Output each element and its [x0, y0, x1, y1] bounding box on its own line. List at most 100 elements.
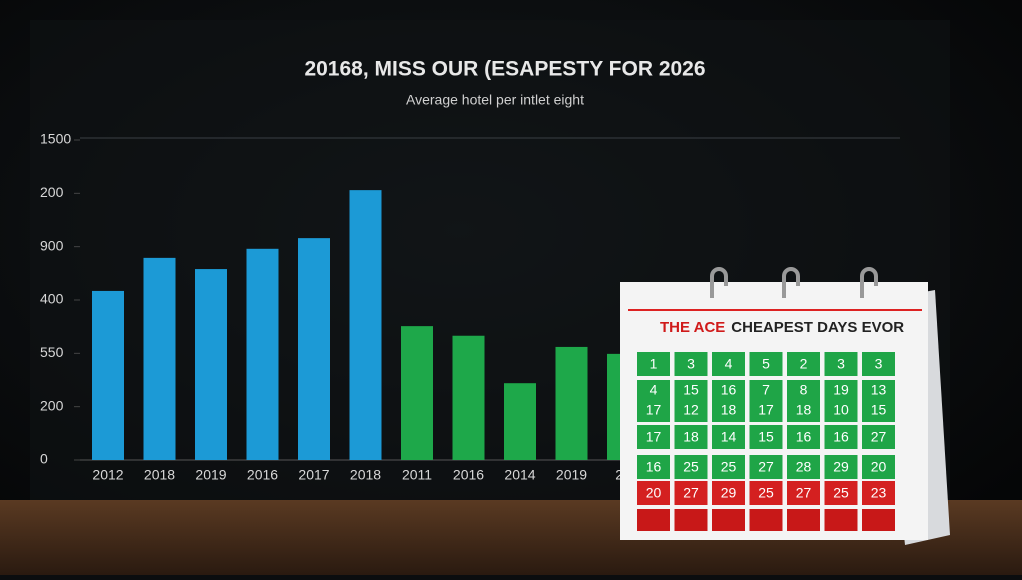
- calendar-cell-empty: [674, 509, 708, 531]
- bar: [555, 346, 588, 460]
- chart-subtitle: Average hotel per intlet eight: [406, 92, 584, 108]
- x-tick-label: 2019: [556, 467, 587, 483]
- calendar-day: 15: [683, 382, 699, 398]
- calendar-cell: [824, 352, 858, 376]
- bar: [143, 257, 176, 460]
- calendar-day: 3: [837, 356, 845, 372]
- x-tick-label: 2012: [92, 467, 123, 483]
- calendar-day: 23: [871, 485, 887, 501]
- calendar-cell: [637, 380, 670, 422]
- calendar-cell: [674, 380, 708, 422]
- calendar-cell: [749, 481, 783, 505]
- calendar-day: 17: [646, 429, 662, 445]
- calendar-day: 4: [650, 382, 658, 398]
- calendar-day: 18: [721, 402, 737, 418]
- bar: [452, 335, 485, 460]
- bar: [504, 383, 536, 460]
- calendar-day: 29: [721, 485, 737, 501]
- calendar-cell: [674, 425, 708, 449]
- calendar-cell: [787, 425, 820, 449]
- calendar-cell: [749, 425, 783, 449]
- calendar-cell-empty: [712, 509, 745, 531]
- calendar-cell: [637, 352, 670, 376]
- calendar-day: 27: [796, 485, 812, 501]
- calendar-cell: [749, 352, 783, 376]
- calendar-day: 25: [721, 459, 737, 475]
- calendar-cell-empty: [637, 509, 670, 531]
- bar: [195, 269, 227, 460]
- y-tick-label: 0: [40, 451, 48, 467]
- calendar-day: 15: [758, 429, 774, 445]
- bar: [401, 326, 433, 460]
- chart-title: 20168, MISS OUR (ESAPESTY FOR 2026: [304, 58, 705, 81]
- calendar-cell: [862, 455, 895, 479]
- calendar-cell: [824, 481, 858, 505]
- calendar-cell: [674, 352, 708, 376]
- calendar-day: 8: [800, 382, 808, 398]
- calendar-cell: [712, 425, 745, 449]
- ring: [710, 267, 728, 298]
- calendar-cell: [824, 455, 858, 479]
- calendar-day: 13: [871, 382, 887, 398]
- y-tick-label: 550: [40, 344, 64, 360]
- bar: [92, 290, 124, 460]
- calendar-day: 17: [758, 402, 774, 418]
- calendar-cell: [712, 481, 745, 505]
- calendar-day: 16: [646, 459, 662, 475]
- ring: [860, 267, 878, 298]
- ring: [782, 267, 800, 298]
- calendar-day: 4: [725, 356, 733, 372]
- calendar-cell: [749, 455, 783, 479]
- calendar-cell: [637, 481, 670, 505]
- calendar-day: 10: [833, 402, 849, 418]
- calendar-cell: [787, 455, 820, 479]
- bar: [246, 248, 279, 460]
- calendar-day: 16: [796, 429, 812, 445]
- calendar-day: 20: [871, 459, 887, 475]
- x-tick-label: 2016: [247, 467, 278, 483]
- calendar-day: 19: [833, 382, 849, 398]
- calendar-day: 2: [800, 356, 808, 372]
- x-tick-label: 2018: [350, 467, 381, 483]
- calendar-day: 3: [687, 356, 695, 372]
- calendar-cell: [862, 352, 895, 376]
- calendar-cell: [674, 481, 708, 505]
- calendar-day: 20: [646, 485, 662, 501]
- calendar-day: 3: [875, 356, 883, 372]
- y-tick-label: 200: [40, 397, 64, 413]
- calendar-day: 14: [721, 429, 737, 445]
- calendar-cell: [862, 481, 895, 505]
- calendar-day: 15: [871, 402, 887, 418]
- x-tick-label: 2019: [195, 467, 226, 483]
- calendar-title-red: THE ACE: [660, 319, 725, 336]
- calendar-cell: [824, 380, 858, 422]
- y-tick-label: 200: [40, 184, 64, 200]
- calendar-day: 17: [646, 402, 662, 418]
- calendar-day: 29: [833, 459, 849, 475]
- calendar-day: 16: [833, 429, 849, 445]
- calendar-cell: [787, 481, 820, 505]
- calendar-cell-empty: [749, 509, 783, 531]
- calendar-cell: [749, 380, 783, 422]
- x-tick-label: 2016: [453, 467, 484, 483]
- calendar-day: 16: [721, 382, 737, 398]
- calendar-day: 27: [758, 459, 774, 475]
- x-tick-label: 2018: [144, 467, 175, 483]
- calendar-cell-empty: [862, 509, 895, 531]
- calendar-day: 28: [796, 459, 812, 475]
- calendar-cell: [712, 455, 745, 479]
- calendar-day: 27: [683, 485, 699, 501]
- calendar-cell: [824, 425, 858, 449]
- calendar-title-dark: CHEAPEST DAYS EVOR: [731, 319, 904, 336]
- y-tick-label: 400: [40, 291, 64, 307]
- calendar-day: 25: [758, 485, 774, 501]
- calendar-cell: [712, 380, 745, 422]
- calendar-cell: [787, 380, 820, 422]
- x-tick-label: 2017: [298, 467, 329, 483]
- calendar-day: 25: [683, 459, 699, 475]
- y-tick-label: 1500: [40, 131, 71, 147]
- calendar-cell: [637, 425, 670, 449]
- calendar-day: 18: [683, 429, 699, 445]
- calendar-day: 1: [650, 356, 658, 372]
